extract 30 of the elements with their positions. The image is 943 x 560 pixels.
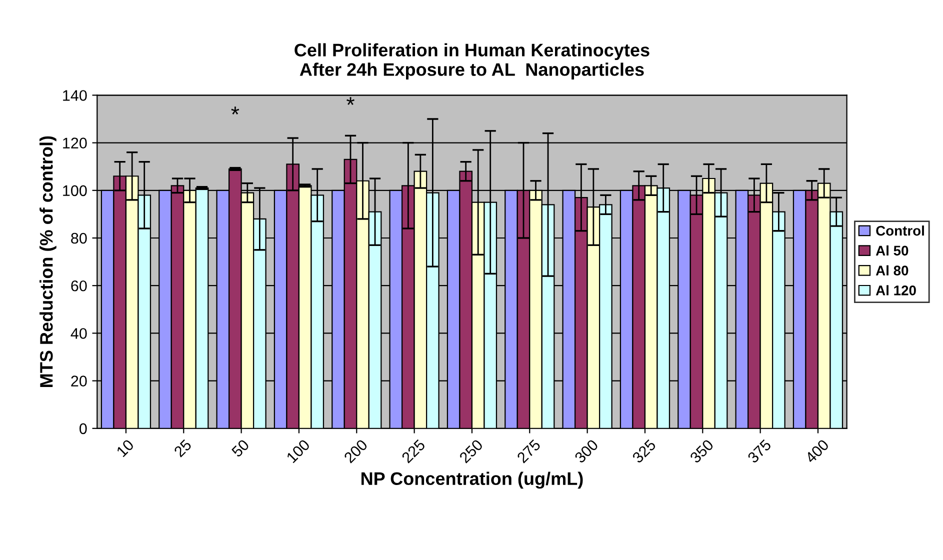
x-axis-title: NP Concentration (ug/mL) — [362, 472, 583, 489]
x-tick-label: 200 — [343, 438, 368, 464]
legend-label: Al 120 — [876, 285, 916, 296]
y-tick-label: 100 — [63, 185, 87, 196]
y-tick-label: 120 — [63, 138, 87, 148]
y-tick-label: 80 — [71, 232, 87, 244]
chart-title: Cell Proliferation in Human Keratinocytes After 24h Exposure to AL Nanoparticles — [294, 43, 650, 80]
y-tick-label: 140 — [63, 90, 87, 101]
legend-label: Al 50 — [876, 245, 908, 256]
legend-label: Control — [876, 225, 924, 236]
y-axis-title: MTS Reduction (% of control) — [40, 136, 56, 387]
y-tick-label: 0 — [80, 423, 87, 434]
x-tick-label: 250 — [458, 438, 484, 464]
x-tick-label: 350 — [689, 438, 714, 464]
x-tick-label: 10 — [116, 438, 134, 458]
y-tick-label: 60 — [71, 280, 87, 292]
x-tick-label: 25 — [173, 438, 192, 458]
y-tick-label: 40 — [70, 328, 87, 339]
x-tick-label: 300 — [574, 438, 599, 464]
x-tick-label: 225 — [401, 438, 426, 464]
x-tick-label: 400 — [804, 438, 830, 464]
annotation: * — [346, 97, 354, 105]
y-tick-label: 20 — [71, 376, 87, 386]
x-tick-label: 375 — [746, 438, 772, 464]
x-tick-label: 100 — [286, 438, 310, 464]
x-tick-label: 50 — [230, 438, 250, 458]
x-tick-label: 275 — [516, 438, 542, 464]
legend-label: Al 80 — [876, 265, 908, 276]
annotation: * — [231, 106, 240, 114]
x-tick-label: 325 — [632, 438, 656, 464]
